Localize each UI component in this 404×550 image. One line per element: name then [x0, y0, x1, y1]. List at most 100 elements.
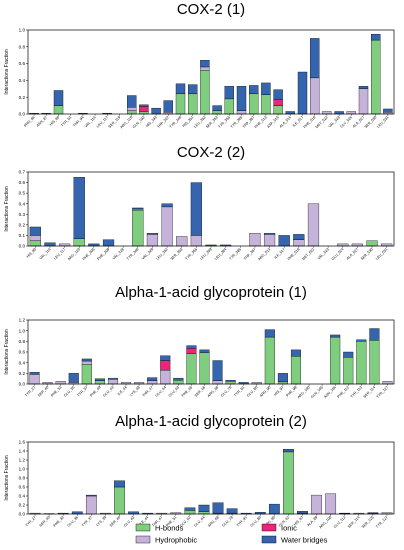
bar-segment-water-thr-47 — [147, 377, 158, 381]
y-axis-label: Interactions Fraction — [4, 186, 10, 232]
bar-segment-ionic-glu-64 — [160, 360, 171, 371]
bar-segment-water-tyr-248 — [175, 83, 186, 95]
bar-segment-water-arg-513 — [263, 233, 276, 235]
bar-segment-hydrophobic-tyr-37 — [85, 495, 97, 515]
bar-segment-hydrophobic-met-522 — [307, 203, 320, 247]
y-tick-label: 0.0 — [19, 112, 26, 117]
bar-segment-hydrophobic-tyr-127 — [382, 381, 393, 385]
bar-segment-water-his-97 — [277, 373, 288, 383]
legend-swatch — [261, 535, 277, 544]
bar-segment-hbond-phe-98 — [290, 356, 301, 385]
x-category-label: LYS_39 — [95, 515, 107, 527]
y-tick-label: 1.0 — [19, 467, 26, 472]
x-category-label: ALA_99 — [306, 515, 318, 527]
bar-segment-water-arg-90 — [264, 329, 275, 338]
x-category-label: ASN_106 — [323, 385, 337, 399]
bar-segment-hydrophobic-tyr-37 — [81, 360, 92, 365]
x-category-label: LEU_531 — [376, 115, 389, 128]
x-category-label: GLU_36 — [67, 515, 79, 527]
x-category-label: TYR_385 — [230, 115, 244, 129]
y-tick-label: 0.5 — [19, 191, 26, 196]
y-tick-label: 0.2 — [19, 503, 26, 508]
bar-segment-water-ile-517 — [278, 235, 290, 247]
bar-segment-water-tyr-113 — [356, 339, 367, 342]
bar-segment-water-glu-78 — [226, 508, 238, 514]
x-category-label: ARG_120 — [67, 247, 81, 261]
bar-segment-water-asn-106 — [330, 334, 341, 338]
bar-segment-hydrophobic-thr-47 — [147, 380, 158, 385]
bar-segment-water-asp-515 — [273, 89, 283, 100]
y-tick-label: 1.4 — [19, 449, 26, 454]
x-category-label: ASN_87 — [36, 115, 48, 127]
bar-segment-hbond-phe-112 — [343, 357, 354, 385]
x-category-label: SER_530 — [360, 247, 374, 261]
y-tick-label: 1.2 — [19, 318, 26, 323]
x-category-label: TYR_127 — [376, 385, 390, 399]
bar-segment-hbond-phe-49 — [94, 380, 105, 385]
x-category-label: ARG_100 — [318, 515, 332, 529]
x-category-label: GLN_105 — [310, 385, 324, 399]
y-tick-label: 0.2 — [19, 371, 26, 376]
bar-segment-water-val-349 — [146, 233, 159, 235]
x-category-label: TYR_27 — [24, 385, 36, 397]
bar-segment-hbond-arg-90 — [264, 336, 275, 385]
bar-segment-hydrophobic-leu-352 — [161, 206, 173, 247]
x-category-label: PHE_112 — [336, 385, 350, 399]
bar-segment-water-his-90 — [53, 90, 64, 106]
bar-segment-hbond-ser-353 — [212, 110, 222, 115]
chart-title: COX-2 (1) — [177, 1, 245, 18]
y-tick-label: 0.4 — [19, 494, 26, 499]
x-category-label: TYR_27 — [25, 515, 37, 527]
y-tick-label: 0.6 — [19, 350, 26, 355]
y-tick-label: 1.2 — [19, 458, 26, 463]
bar-segment-hbond-his-90 — [53, 105, 64, 115]
y-tick-label: 1.0 — [19, 328, 26, 333]
legend-item-hbond: H-bonds — [135, 523, 184, 532]
x-category-label: PHE_49 — [89, 385, 101, 397]
x-category-label: ARG_68 — [207, 385, 220, 398]
x-category-label: MET_522 — [301, 247, 315, 261]
x-category-label: VAL_523 — [317, 247, 330, 260]
bar-segment-water-tyr-348 — [132, 207, 144, 210]
x-category-label: TYR_355 — [184, 247, 198, 261]
bar-segment-water-arg-68 — [212, 360, 223, 381]
x-category-label: VAL_116 — [84, 115, 97, 128]
y-tick-label: 0.6 — [19, 485, 26, 490]
bar-segment-hbond-tyr-37 — [81, 364, 92, 385]
y-tick-label: 0.0 — [19, 244, 26, 249]
y-tick-label: 0.2 — [19, 95, 26, 100]
x-category-label: TYR_37 — [81, 515, 93, 527]
chart-title: Alpha-1-acid glycoprotein (2) — [115, 413, 307, 430]
y-tick-label: 0.1 — [19, 233, 26, 238]
y-tick-label: 0.8 — [19, 44, 26, 49]
bar-segment-hydrophobic-ala-527 — [358, 88, 369, 115]
y-axis-label: Interactions Fraction — [4, 455, 10, 501]
bar-segment-hydrophobic-tyr-27 — [29, 374, 40, 385]
bar-segment-water-trp-207 — [163, 100, 173, 113]
bar-segment-hydrophobic-ala-99 — [311, 494, 322, 515]
bar-segment-water-val-523 — [334, 111, 344, 115]
bar-segment-water-tyr-37 — [81, 358, 92, 362]
x-category-label: GLU_43 — [123, 515, 135, 527]
bar-segment-hydrophobic-phe-32 — [55, 381, 66, 385]
x-category-label: TYR_91 — [233, 385, 245, 397]
bar-segment-hbond-glu-63 — [173, 380, 184, 385]
x-category-label: LEU_359 — [199, 247, 212, 260]
x-category-label: PHE_32 — [53, 515, 65, 527]
bar-segment-hbond-ser-530 — [366, 240, 378, 247]
bar-segment-hbond-ser-530 — [371, 39, 381, 115]
x-category-label: TYR_91 — [60, 115, 72, 127]
x-category-label: PHE_513 — [254, 115, 268, 129]
x-category-label: ARG_513 — [257, 247, 271, 261]
x-category-label: GLU_78 — [220, 385, 232, 397]
y-tick-label: 0.3 — [19, 212, 26, 217]
y-tick-label: 0.6 — [19, 61, 26, 66]
x-category-label: SER_114 — [363, 385, 377, 399]
y-tick-label: 0.8 — [19, 339, 26, 344]
plot-frame — [27, 171, 395, 247]
bar-segment-water-leu-531 — [383, 108, 393, 113]
bar-segment-hbond-glu-62 — [184, 510, 196, 515]
x-category-label: TYR_355 — [217, 115, 231, 129]
bar-segment-ionic-asp-515 — [273, 99, 283, 106]
bar-segment-water-phe-518 — [293, 234, 305, 240]
